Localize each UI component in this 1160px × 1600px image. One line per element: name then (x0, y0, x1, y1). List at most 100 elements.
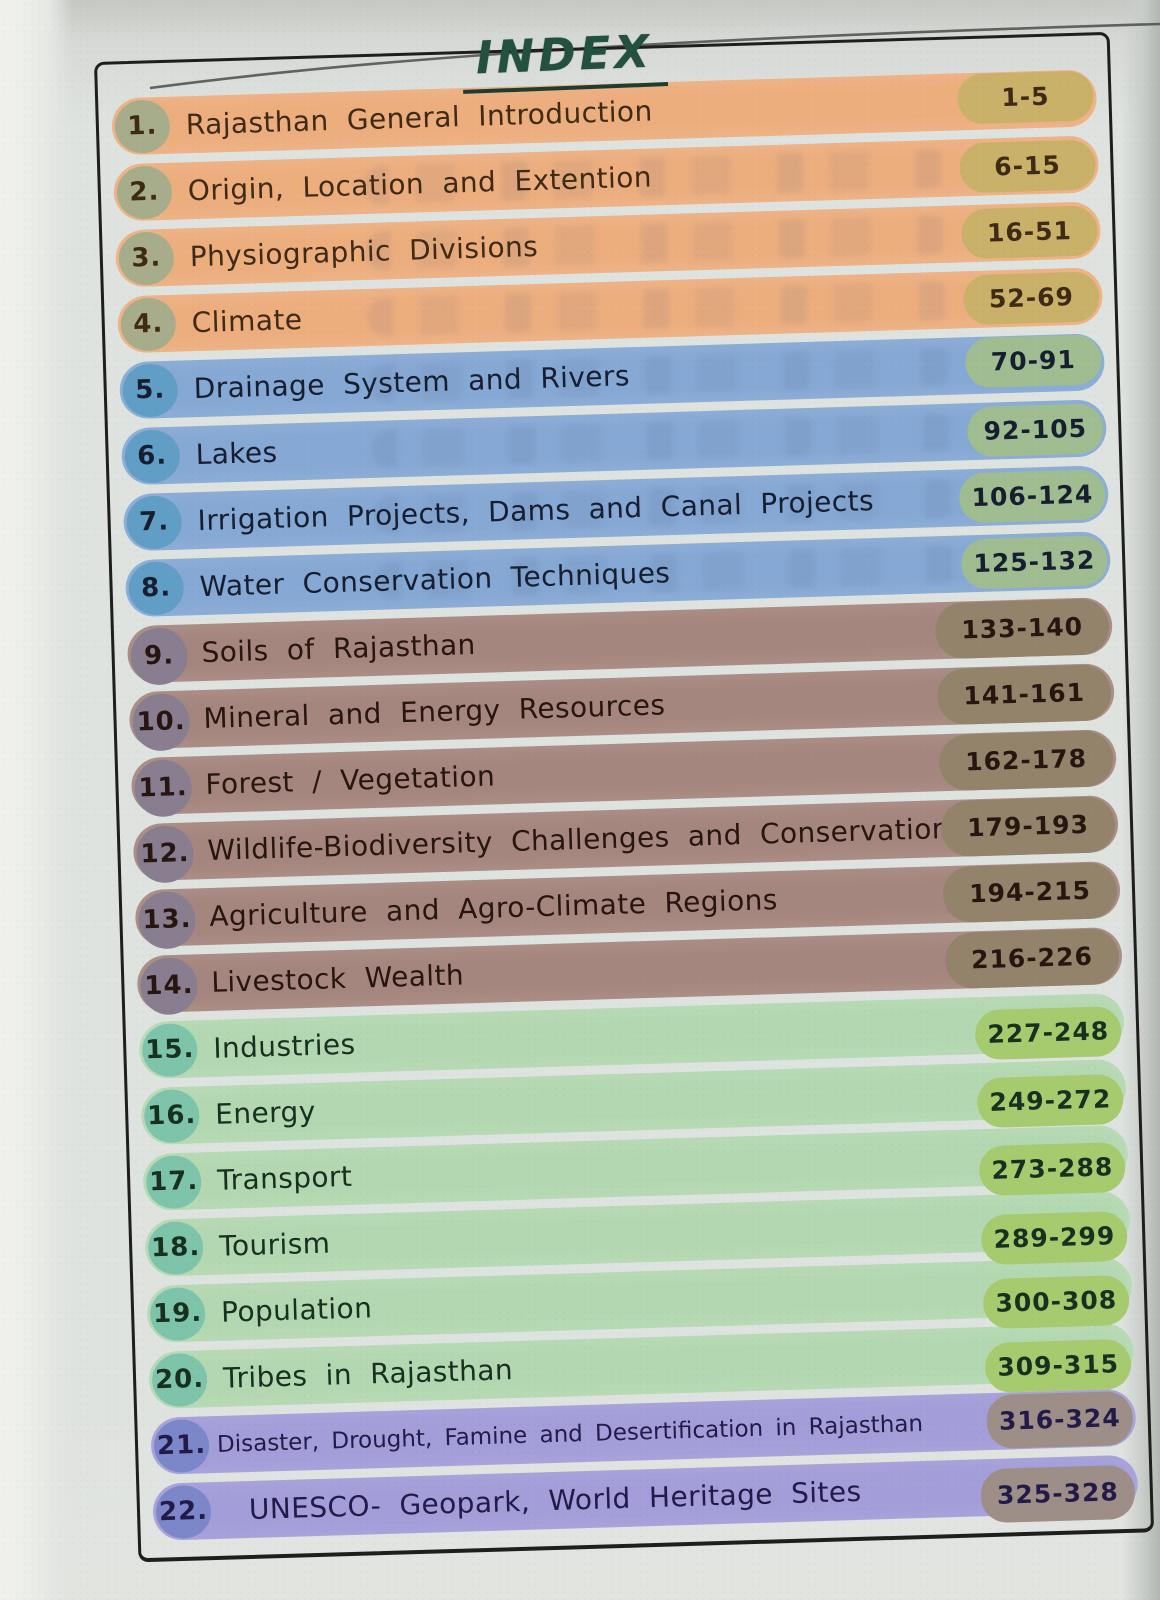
entry-number: 8. (140, 572, 172, 604)
entry-pages-badge: 70-91 (964, 333, 1102, 388)
entry-pages-badge: 141-161 (936, 663, 1112, 725)
entry-pages-badge: 300-308 (982, 1274, 1130, 1329)
entry-title: Rajasthan General Introduction (185, 94, 654, 142)
entry-pages: 309-315 (996, 1349, 1120, 1382)
entry-number-badge: 12. (135, 824, 195, 884)
entry-title: Industries (212, 1027, 356, 1065)
entry-number: 15. (144, 1033, 195, 1066)
entry-pages-badge: 16-51 (960, 204, 1099, 259)
entry-pages: 92-105 (983, 413, 1088, 446)
entry-pages-badge: 325-328 (980, 1464, 1136, 1523)
entry-number-badge: 3. (118, 230, 175, 286)
entry-number: 16. (146, 1099, 197, 1132)
entry-number: 2. (128, 176, 160, 208)
entry-number-badge: 14. (139, 956, 199, 1016)
entry-number-badge: 22. (155, 1484, 212, 1539)
entry-title: Physiographic Divisions (189, 229, 539, 274)
entry-number-badge: 8. (127, 560, 185, 616)
entry-number: 13. (142, 904, 192, 936)
entry-pages: 162-178 (964, 743, 1088, 777)
entry-number: 19. (152, 1297, 203, 1330)
entry-number-badge: 9. (129, 626, 189, 686)
entry-pages: 16-51 (986, 216, 1073, 248)
entry-pages-badge: 92-105 (966, 402, 1105, 457)
entry-pages-badge: 227-248 (974, 1005, 1122, 1060)
entry-title: Water Conservation Techniques (199, 556, 671, 604)
entry-number: 5. (134, 374, 166, 406)
entry-number-badge: 18. (147, 1220, 204, 1275)
entry-pages: 133-140 (960, 611, 1084, 645)
entry-title: UNESCO- Geopark, World Heritage Sites (248, 1474, 862, 1527)
entry-pages-badge: 316-324 (986, 1390, 1134, 1449)
entry-pages: 70-91 (990, 345, 1077, 377)
entry-pages-badge: 106-124 (958, 468, 1106, 524)
entry-title: Drainage System and Rivers (193, 359, 631, 406)
entry-number: 7. (138, 506, 170, 538)
entry-title: Forest / Vegetation (204, 759, 496, 802)
entry-number: 12. (140, 838, 190, 870)
entry-number-badge: 15. (141, 1022, 199, 1077)
entry-number-badge: 2. (116, 164, 173, 220)
entry-number: 11. (138, 772, 189, 804)
entry-pages: 249-272 (989, 1084, 1112, 1117)
entry-number: 10. (136, 706, 187, 738)
entry-pages: 106-124 (971, 479, 1094, 513)
entry-number-badge: 21. (153, 1418, 210, 1473)
entry-title: Soils of Rajasthan (201, 627, 477, 670)
entry-number-badge: 19. (149, 1286, 206, 1341)
entry-pages-badge: 309-315 (984, 1338, 1132, 1393)
entry-title: Climate (191, 302, 303, 340)
entry-title: Wildlife-Biodiversity Challenges and Con… (206, 811, 951, 867)
page-left-margin (0, 0, 72, 1600)
entry-pages-badge: 52-69 (962, 270, 1101, 325)
entry-title: Tribes in Rajasthan (222, 1353, 514, 1395)
entry-number-badge: 20. (151, 1352, 208, 1407)
entry-number: 4. (132, 308, 164, 340)
entry-pages-badge: 216-226 (944, 927, 1120, 989)
entry-pages: 325-328 (996, 1477, 1120, 1510)
entry-pages-badge: 289-299 (980, 1210, 1129, 1265)
entry-number: 6. (136, 440, 168, 472)
entry-title: Transport (216, 1159, 353, 1197)
entry-number: 20. (154, 1363, 205, 1396)
index-list: 1. Rajasthan General Introduction 1-5 2.… (97, 35, 1151, 1558)
entry-title: Mineral and Energy Resources (203, 688, 666, 736)
entry-pages-badge: 179-193 (940, 795, 1116, 857)
entry-number: 17. (148, 1165, 199, 1198)
entry-number-badge: 5. (121, 362, 179, 418)
entry-pages-badge: 162-178 (938, 729, 1114, 791)
entry-pages: 194-215 (968, 875, 1092, 909)
entry-pages: 273-288 (991, 1152, 1114, 1185)
entry-pages-badge: 6-15 (958, 138, 1097, 193)
entry-title: Irrigation Projects, Dams and Canal Proj… (197, 484, 875, 538)
entry-number: 1. (126, 110, 158, 142)
entry-pages: 216-226 (970, 941, 1094, 975)
entry-pages-badge: 1-5 (956, 69, 1095, 124)
entry-pages: 141-161 (962, 677, 1086, 711)
entry-title: Energy (214, 1094, 317, 1131)
index-title: INDEX (460, 24, 669, 94)
entry-title: Population (220, 1291, 373, 1329)
entry-number: 21. (156, 1429, 207, 1462)
entry-pages-badge: 273-288 (978, 1141, 1126, 1196)
entry-pages-badge: 194-215 (942, 861, 1118, 923)
entry-number-badge: 10. (131, 692, 191, 752)
entry-number: 9. (143, 640, 175, 672)
entry-number-badge: 4. (120, 296, 177, 352)
entry-title: Lakes (195, 435, 278, 472)
entry-pages: 52-69 (988, 282, 1075, 314)
entry-number: 18. (150, 1231, 201, 1264)
entry-pages: 300-308 (995, 1285, 1118, 1318)
entry-pages-badge: 249-272 (976, 1073, 1124, 1128)
entry-title: Disaster, Drought, Famine and Desertific… (216, 1410, 924, 1458)
entry-pages: 289-299 (993, 1221, 1116, 1254)
entry-number: 14. (143, 970, 194, 1002)
entry-number-badge: 16. (143, 1088, 201, 1143)
page-border-frame: 1. Rajasthan General Introduction 1-5 2.… (94, 31, 1155, 1563)
entry-number-badge: 7. (125, 494, 183, 550)
entry-number: 22. (158, 1495, 209, 1528)
entry-title: Tourism (218, 1226, 331, 1263)
entry-pages-badge: 125-132 (960, 534, 1108, 589)
entry-pages: 125-132 (973, 545, 1096, 579)
entry-pages: 227-248 (987, 1016, 1110, 1049)
